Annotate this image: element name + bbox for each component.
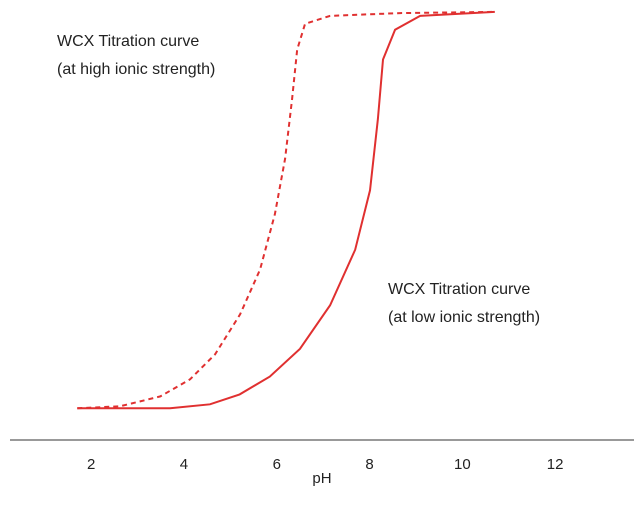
annotation: WCX Titration curve (388, 281, 530, 298)
annotation: (at low ionic strength) (388, 309, 540, 326)
x-tick-label: 6 (273, 456, 281, 473)
line-series (77, 10, 495, 410)
x-tick-label: 2 (87, 456, 95, 473)
annotation: WCX Titration curve (57, 33, 199, 50)
x-axis-label: pH (312, 470, 331, 487)
x-tick-label: 10 (454, 456, 471, 473)
x-tick-label: 4 (180, 456, 188, 473)
x-tick-label: 8 (365, 456, 373, 473)
x-tick-label: 12 (547, 456, 564, 473)
line-series (77, 10, 495, 410)
annotation: (at high ionic strength) (57, 61, 215, 78)
